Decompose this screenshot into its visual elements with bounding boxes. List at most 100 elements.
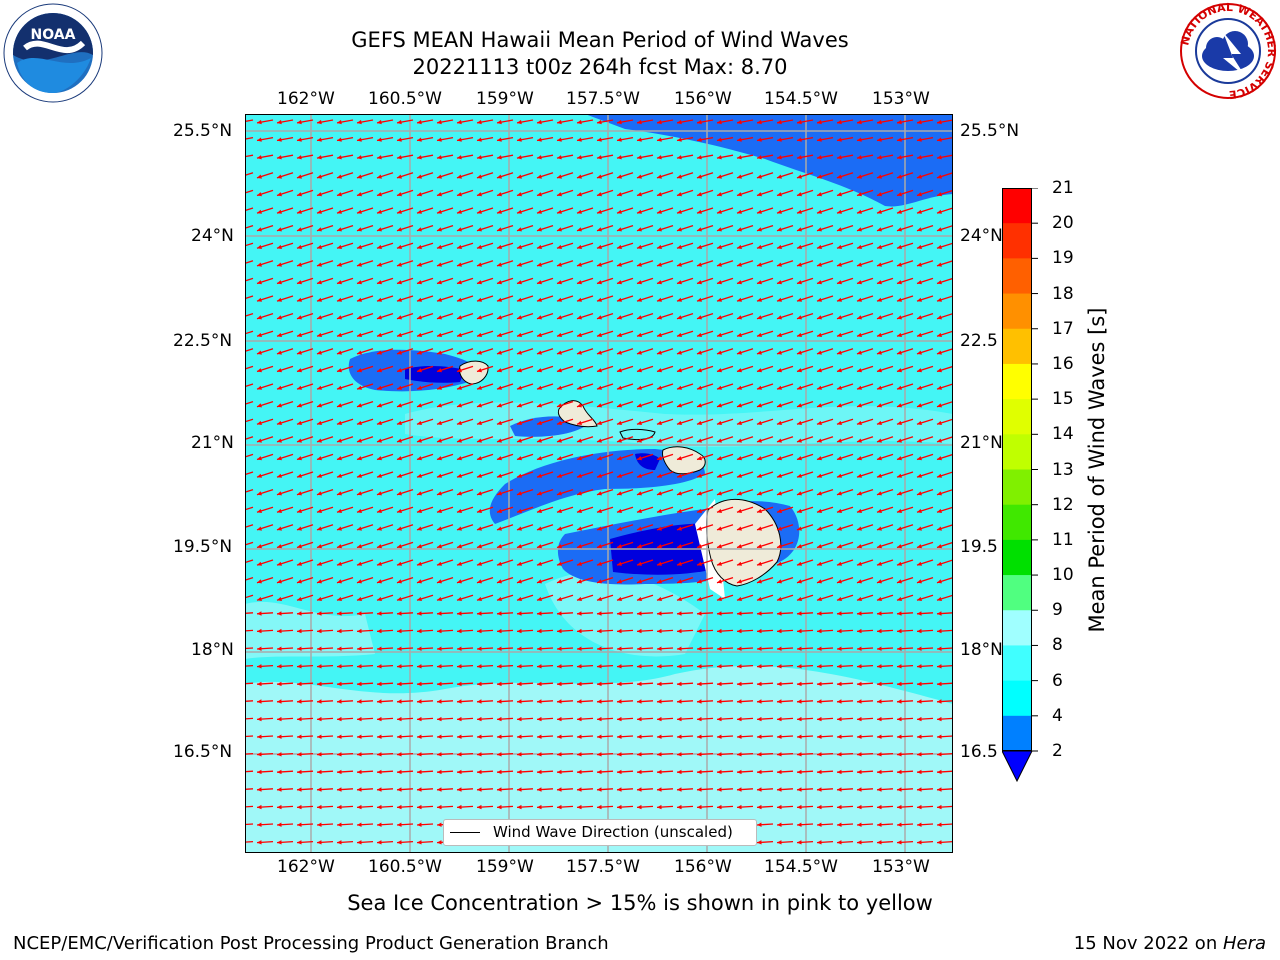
wind-arrow-head bbox=[397, 244, 402, 249]
wind-arrow-head bbox=[657, 628, 662, 634]
wind-arrow-head bbox=[857, 769, 862, 775]
wind-arrow-head bbox=[757, 716, 762, 722]
wind-arrow-head bbox=[377, 262, 382, 267]
wind-arrow-head bbox=[297, 752, 302, 757]
wind-arrow-head bbox=[337, 611, 342, 616]
wind-arrow-shaft bbox=[245, 418, 254, 423]
wind-arrow-head bbox=[497, 332, 502, 337]
wind-arrow-head bbox=[377, 822, 382, 827]
wind-arrow-head bbox=[617, 174, 622, 179]
wind-arrow-head bbox=[457, 579, 462, 584]
wind-arrow-head bbox=[317, 646, 322, 651]
wind-arrow-head bbox=[777, 508, 782, 513]
wind-arrow-head bbox=[617, 646, 622, 651]
wind-arrow-head bbox=[937, 699, 942, 704]
wind-arrow-head bbox=[457, 244, 462, 249]
wind-arrow-head bbox=[857, 734, 862, 739]
wind-arrow-head bbox=[717, 473, 722, 478]
wind-arrow-head bbox=[317, 526, 322, 531]
wind-arrow-head bbox=[617, 420, 622, 425]
wind-arrow-head bbox=[377, 119, 382, 125]
wind-arrow-head bbox=[697, 579, 702, 584]
wind-arrow-head bbox=[757, 526, 762, 531]
wind-arrow-head bbox=[837, 699, 842, 704]
wind-arrow-head bbox=[837, 752, 842, 757]
wind-arrow-head bbox=[697, 244, 702, 249]
wind-arrow-head bbox=[917, 544, 922, 549]
wind-arrow-head bbox=[517, 628, 522, 634]
lat-tick-left: 21°N bbox=[191, 433, 234, 453]
wind-arrow-head bbox=[677, 628, 682, 634]
wind-arrow-head bbox=[477, 579, 482, 584]
wind-arrow-head bbox=[437, 561, 442, 566]
wind-arrow-head bbox=[717, 769, 722, 775]
wind-arrow-head bbox=[457, 804, 462, 810]
wind-arrow-head bbox=[937, 664, 942, 669]
wind-arrow-head bbox=[737, 137, 742, 142]
wind-arrow-head bbox=[577, 646, 582, 651]
lon-tick-bottom: 153°W bbox=[872, 857, 930, 877]
footer-date-text: 15 Nov 2022 on bbox=[1073, 933, 1223, 954]
wind-arrow-head bbox=[597, 438, 602, 443]
wind-arrow-head bbox=[697, 332, 702, 337]
wind-arrow-head bbox=[717, 174, 722, 179]
wind-arrow-head bbox=[577, 332, 582, 337]
wind-arrow-head bbox=[277, 137, 282, 142]
wind-arrow-head bbox=[777, 526, 782, 531]
wind-arrow-head bbox=[517, 804, 522, 810]
wind-arrow-head bbox=[377, 508, 382, 513]
wind-arrow-head bbox=[377, 192, 382, 197]
wind-arrow-head bbox=[897, 491, 902, 496]
wind-arrow-head bbox=[717, 155, 722, 160]
wind-arrow-head bbox=[697, 769, 702, 775]
wind-arrow-head bbox=[877, 628, 882, 634]
wind-arrow-head bbox=[577, 664, 582, 669]
wind-arrow-head bbox=[617, 262, 622, 267]
wind-arrow-head bbox=[757, 262, 762, 267]
wind-arrow-head bbox=[757, 438, 762, 443]
wind-arrow-head bbox=[377, 403, 382, 408]
wind-arrow-head bbox=[937, 473, 942, 478]
wind-arrow-head bbox=[817, 315, 822, 320]
wind-arrow-head bbox=[797, 420, 802, 425]
wind-arrow-head bbox=[837, 227, 842, 232]
wind-arrow-head bbox=[517, 544, 522, 549]
wind-arrow-shaft bbox=[245, 154, 254, 158]
wind-arrow-head bbox=[597, 280, 602, 285]
wind-arrow-head bbox=[937, 456, 942, 461]
wind-arrow-head bbox=[857, 280, 862, 285]
wind-arrow-head bbox=[877, 280, 882, 285]
wind-arrow-head bbox=[757, 840, 762, 845]
wind-arrow-head bbox=[857, 752, 862, 757]
wind-arrow-head bbox=[357, 752, 362, 757]
wind-arrow-head bbox=[817, 491, 822, 496]
wind-arrow-head bbox=[857, 244, 862, 249]
wind-arrow-head bbox=[317, 473, 322, 478]
wind-arrow-head bbox=[777, 174, 782, 179]
wind-arrow-head bbox=[537, 297, 542, 302]
wind-arrow-head bbox=[797, 438, 802, 443]
wind-arrow-head bbox=[477, 596, 482, 601]
wind-arrow-head bbox=[277, 332, 282, 337]
wind-arrow-head bbox=[517, 664, 522, 669]
wind-arrow-head bbox=[797, 699, 802, 704]
wind-arrow-head bbox=[597, 526, 602, 531]
wind-arrow-head bbox=[717, 734, 722, 739]
wind-arrow-head bbox=[337, 192, 342, 197]
wind-arrow-head bbox=[457, 332, 462, 337]
wind-arrow-head bbox=[477, 438, 482, 443]
wind-arrow-head bbox=[877, 804, 882, 810]
wind-arrow-head bbox=[337, 544, 342, 549]
wind-arrow-head bbox=[657, 508, 662, 513]
wind-arrow-head bbox=[437, 734, 442, 739]
colorbar-segment bbox=[1002, 504, 1032, 541]
wind-arrow-head bbox=[897, 262, 902, 267]
wind-arrow-head bbox=[797, 350, 802, 355]
wind-arrow-head bbox=[697, 137, 702, 142]
wind-arrow-head bbox=[937, 297, 942, 302]
wind-arrow-head bbox=[397, 681, 402, 687]
wind-arrow-head bbox=[377, 840, 382, 845]
wind-arrow-head bbox=[437, 716, 442, 722]
wind-arrow-head bbox=[737, 315, 742, 320]
wind-arrow-head bbox=[777, 822, 782, 827]
